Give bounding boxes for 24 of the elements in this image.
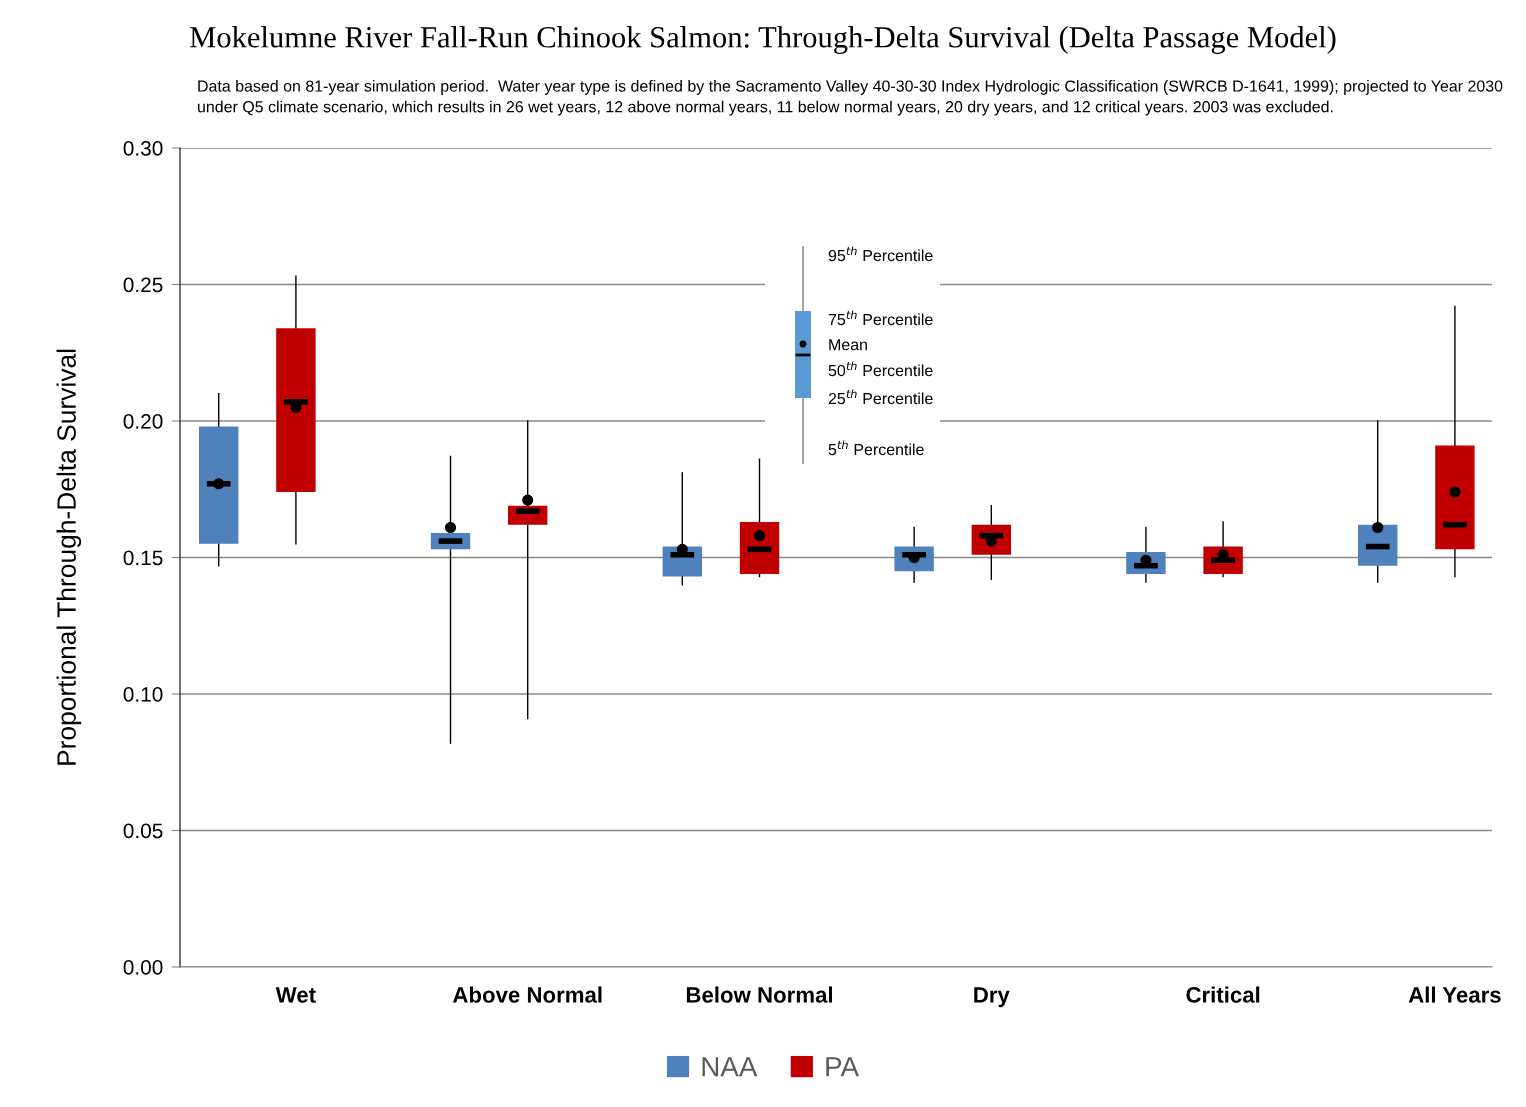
legend-label: NAA: [702, 1057, 758, 1077]
annotation: Mean: [829, 339, 867, 351]
chart-subtitle: Data based on 81-year simulation period. Water year type is defined by the Sacramento Valley 40-30-30 Index Hydrologic Classification (SWRCB D-1641, 1999); projected to Year 2030 under Q5 climate scenario, which results in 26 wet years, 12 above normal years, 11 below normal years, 20 dry years, and 12 critical years. 2003 was excluded.: [198, 80, 1503, 116]
y-tick-label: 0.20: [123, 414, 163, 429]
x-tick-label: Dry: [974, 987, 1010, 1008]
y-tick-label: 0.25: [123, 277, 163, 293]
annotation: 75$^{th}$ Percentile: [828, 310, 933, 326]
x-tick-label: Critical: [1186, 986, 1260, 1003]
annotation: 25$^{th}$ Percentile: [828, 389, 933, 405]
annotation: 5$^{th}$ Percentile: [828, 440, 924, 456]
annotation: 95$^{th}$ Percentile: [828, 246, 933, 262]
y-tick-label: 0.30: [123, 141, 163, 156]
y-tick-label: 0.10: [123, 687, 163, 702]
y-tick-label: 0.15: [123, 550, 163, 566]
legend-label: PA: [826, 1057, 860, 1077]
y-tick-label: 0.00: [123, 960, 163, 975]
x-tick-label: All Years: [1408, 986, 1501, 1003]
x-tick-label: Below Normal: [686, 986, 833, 1003]
x-tick-label: Above Normal: [452, 986, 602, 1003]
annotation: 50$^{th}$ Percentile: [828, 361, 933, 377]
x-tick-label: Wet: [275, 987, 316, 1003]
chart-title: Mokelumne River Fall-Run Chinook Salmon: Through-Delta Survival (Delta Passage Model): [190, 26, 1336, 54]
y-axis-title: Proportional Through-Delta Survival: [56, 349, 82, 765]
y-tick-label: 0.05: [123, 823, 163, 839]
